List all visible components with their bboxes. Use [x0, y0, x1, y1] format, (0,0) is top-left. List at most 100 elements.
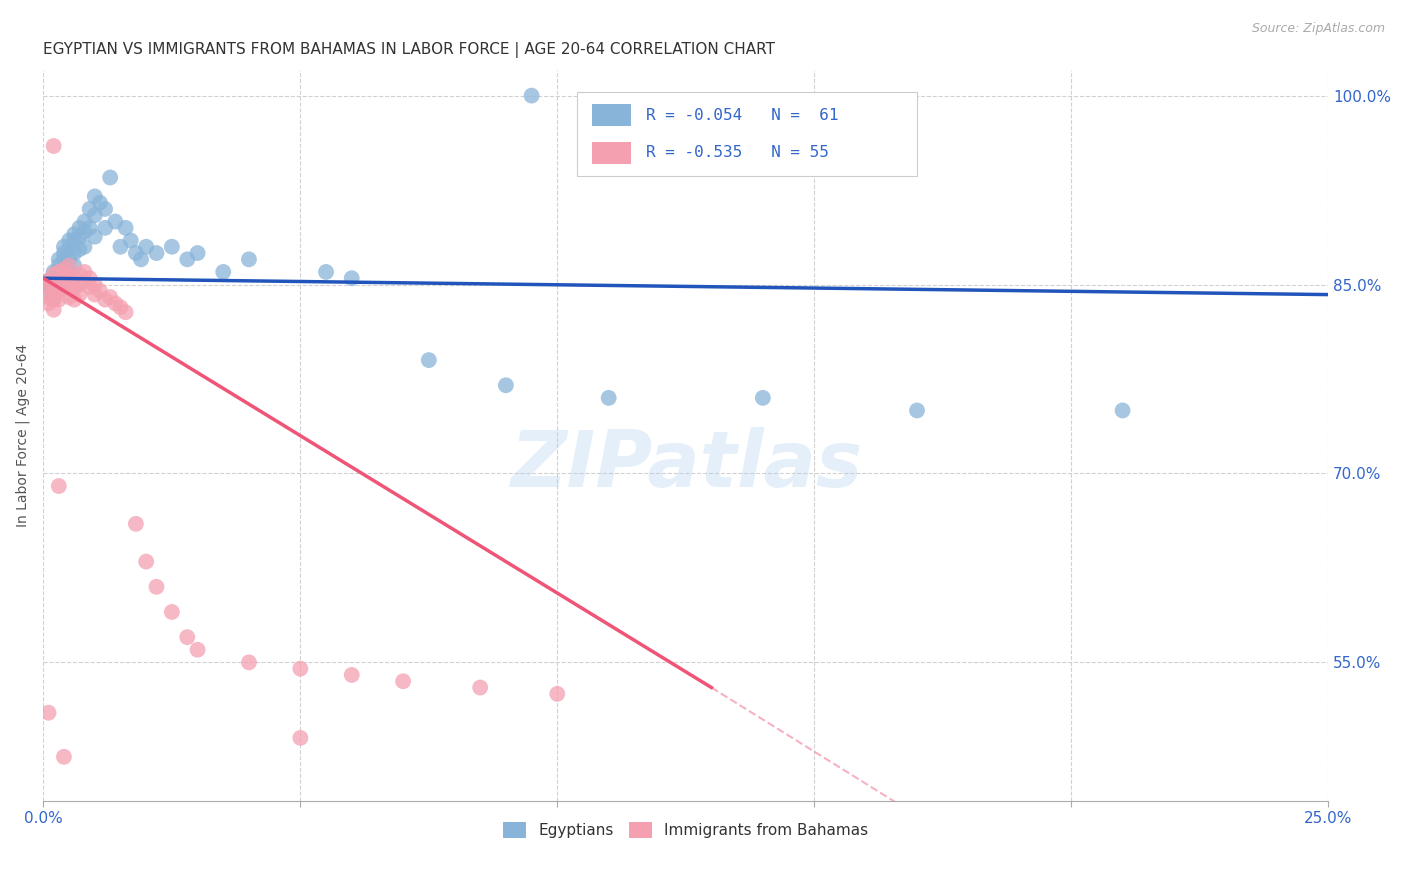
Point: [125, 246, 148, 260]
Point: [58, 252, 80, 267]
Point: [83, 287, 105, 301]
Point: [38, 284, 60, 298]
Point: [38, 274, 60, 288]
Legend: Egyptians, Immigrants from Bahamas: Egyptians, Immigrants from Bahamas: [498, 816, 875, 845]
Point: [98, 170, 121, 185]
Point: [52, 265, 75, 279]
Point: [38, 706, 60, 720]
Point: [83, 229, 105, 244]
Point: [752, 391, 775, 405]
Point: [1111, 403, 1133, 417]
Point: [58, 234, 80, 248]
Point: [238, 656, 260, 670]
Text: ZIPatlas: ZIPatlas: [509, 427, 862, 503]
Point: [83, 208, 105, 222]
Point: [94, 202, 117, 216]
Point: [79, 280, 101, 294]
Point: [42, 290, 65, 304]
Point: [125, 516, 148, 531]
Point: [48, 293, 70, 307]
Point: [94, 293, 117, 307]
Point: [135, 555, 157, 569]
Point: [42, 268, 65, 282]
Point: [63, 246, 86, 260]
Point: [83, 277, 105, 292]
Point: [89, 284, 111, 298]
Point: [48, 479, 70, 493]
Point: [48, 271, 70, 285]
Point: [110, 300, 132, 314]
Point: [42, 293, 65, 307]
Point: [73, 265, 96, 279]
Point: [48, 265, 70, 279]
Point: [73, 214, 96, 228]
Point: [212, 265, 235, 279]
Point: [187, 246, 209, 260]
Point: [63, 234, 86, 248]
Point: [58, 280, 80, 294]
Point: [48, 280, 70, 294]
Point: [52, 274, 75, 288]
Point: [79, 220, 101, 235]
Text: R = -0.054   N =  61: R = -0.054 N = 61: [645, 108, 838, 122]
Point: [73, 240, 96, 254]
Point: [67, 220, 90, 235]
Point: [104, 214, 127, 228]
Point: [114, 305, 136, 319]
Point: [48, 259, 70, 273]
Point: [52, 240, 75, 254]
Point: [340, 668, 363, 682]
Point: [38, 280, 60, 294]
Point: [63, 293, 86, 307]
Point: [42, 265, 65, 279]
Point: [340, 271, 363, 285]
Point: [38, 277, 60, 292]
Point: [52, 281, 75, 295]
Point: [520, 88, 543, 103]
Point: [58, 265, 80, 279]
Point: [98, 290, 121, 304]
Text: EGYPTIAN VS IMMIGRANTS FROM BAHAMAS IN LABOR FORCE | AGE 20-64 CORRELATION CHART: EGYPTIAN VS IMMIGRANTS FROM BAHAMAS IN L…: [44, 42, 775, 58]
Point: [42, 139, 65, 153]
Point: [52, 246, 75, 260]
Point: [495, 378, 517, 392]
Point: [104, 296, 127, 310]
Point: [79, 271, 101, 285]
Point: [48, 274, 70, 288]
Text: Source: ZipAtlas.com: Source: ZipAtlas.com: [1251, 22, 1385, 36]
Point: [42, 284, 65, 298]
Point: [52, 271, 75, 285]
Point: [48, 284, 70, 298]
Point: [110, 240, 132, 254]
Point: [176, 630, 198, 644]
Point: [67, 229, 90, 244]
Point: [42, 277, 65, 292]
Point: [145, 246, 167, 260]
Point: [58, 259, 80, 273]
Point: [63, 271, 86, 285]
Point: [67, 287, 90, 301]
Point: [290, 731, 312, 745]
Point: [187, 642, 209, 657]
Point: [42, 302, 65, 317]
Point: [315, 265, 337, 279]
Point: [135, 240, 157, 254]
Point: [905, 403, 928, 417]
Point: [58, 290, 80, 304]
Point: [418, 353, 440, 368]
Point: [42, 277, 65, 292]
Point: [129, 252, 152, 267]
FancyBboxPatch shape: [592, 142, 630, 164]
Point: [160, 240, 183, 254]
Point: [52, 262, 75, 277]
Point: [470, 681, 492, 695]
Point: [176, 252, 198, 267]
Point: [58, 242, 80, 256]
Point: [114, 220, 136, 235]
Point: [73, 275, 96, 289]
Point: [63, 227, 86, 241]
Point: [42, 286, 65, 301]
Point: [67, 242, 90, 256]
Point: [73, 225, 96, 239]
Point: [79, 202, 101, 216]
